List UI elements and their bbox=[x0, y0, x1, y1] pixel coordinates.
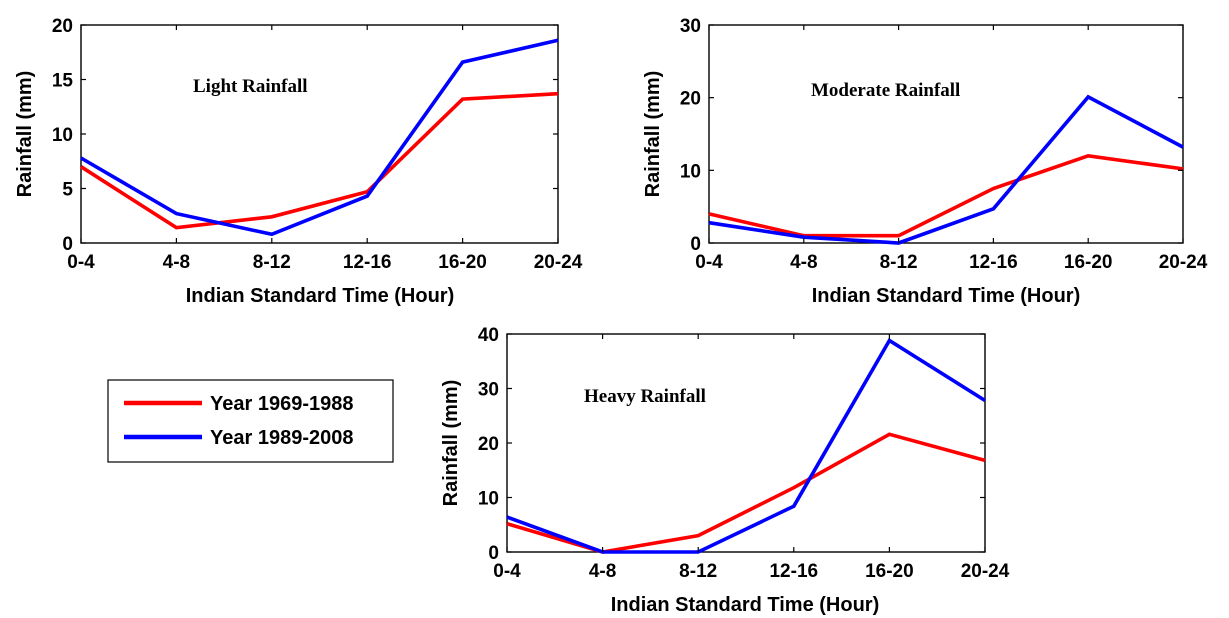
x-tick-label: 16-20 bbox=[438, 252, 487, 273]
x-axis-label: Indian Standard Time (Hour) bbox=[812, 285, 1081, 307]
x-tick-layer: 0-4 4-8 8-12 12-16 16-20 20-24 bbox=[67, 25, 583, 273]
x-tick-label: 4-8 bbox=[163, 252, 190, 273]
x-tick-label: 4-8 bbox=[790, 252, 817, 273]
x-tick-label: 0-4 bbox=[493, 561, 521, 582]
x-tick-label: 12-16 bbox=[343, 252, 392, 273]
x-axis-label: Indian Standard Time (Hour) bbox=[186, 285, 455, 307]
x-tick-layer: 0-4 4-8 8-12 12-16 16-20 20-24 bbox=[493, 334, 1010, 582]
y-tick-label: 0 bbox=[488, 543, 499, 564]
x-tick-label: 4-8 bbox=[589, 561, 616, 582]
series-line-year-1969-1988 bbox=[506, 432, 986, 554]
y-tick-label: 20 bbox=[52, 16, 73, 37]
x-tick-label: 16-20 bbox=[865, 561, 914, 582]
x-tick-label: 0-4 bbox=[695, 252, 723, 273]
y-tick-layer: 0 10 20 30 40 bbox=[478, 325, 985, 564]
y-tick-label: 10 bbox=[478, 489, 499, 510]
x-tick-label: 16-20 bbox=[1064, 252, 1113, 273]
series-line-year-1969-1988 bbox=[80, 91, 559, 230]
y-axis-label: Rainfall (mm) bbox=[642, 71, 664, 198]
chart-moderate-rainfall: 0-4 4-8 8-12 12-16 16-20 20-24 0 10 20 30 Modera… bbox=[642, 16, 1208, 307]
legend: Year 1969-1988 Year 1989-2008 bbox=[107, 379, 394, 463]
y-tick-layer: 0 10 20 30 bbox=[680, 16, 1183, 255]
x-tick-label: 8-12 bbox=[880, 252, 918, 273]
x-tick-label: 8-12 bbox=[679, 561, 717, 582]
legend-label-1989-2008: Year 1989-2008 bbox=[210, 427, 353, 449]
series-line-year-1989-2008 bbox=[708, 94, 1184, 245]
series-layer bbox=[708, 94, 1184, 245]
chart-heavy-rainfall: 0-4 4-8 8-12 12-16 16-20 20-24 0 10 20 30 40 Heav… bbox=[440, 325, 1010, 616]
x-tick-label: 8-12 bbox=[253, 252, 291, 273]
y-tick-layer: 0 5 10 15 20 bbox=[52, 16, 558, 255]
plot-frame bbox=[506, 333, 986, 553]
x-tick-label: 20-24 bbox=[1159, 252, 1208, 273]
x-axis-label: Indian Standard Time (Hour) bbox=[611, 594, 880, 616]
series-layer bbox=[506, 337, 986, 554]
y-tick-label: 5 bbox=[62, 180, 73, 201]
y-tick-label: 30 bbox=[478, 380, 499, 401]
y-tick-label: 0 bbox=[690, 234, 701, 255]
x-tick-label: 0-4 bbox=[67, 252, 95, 273]
y-tick-label: 15 bbox=[52, 71, 74, 92]
y-tick-label: 0 bbox=[62, 234, 73, 255]
chart-annotation: Heavy Rainfall bbox=[584, 386, 706, 407]
legend-label-1969-1988: Year 1969-1988 bbox=[210, 393, 353, 415]
x-tick-label: 12-16 bbox=[769, 561, 818, 582]
series-line-year-1989-2008 bbox=[506, 337, 986, 554]
y-axis-label: Rainfall (mm) bbox=[440, 380, 462, 507]
x-tick-layer: 0-4 4-8 8-12 12-16 16-20 20-24 bbox=[695, 25, 1208, 273]
y-tick-label: 20 bbox=[680, 89, 701, 110]
legend-box bbox=[107, 379, 394, 463]
y-tick-label: 20 bbox=[478, 434, 499, 455]
x-tick-label: 20-24 bbox=[961, 561, 1010, 582]
y-axis-label: Rainfall (mm) bbox=[14, 71, 36, 198]
chart-annotation: Moderate Rainfall bbox=[811, 80, 960, 101]
series-line-year-1989-2008 bbox=[80, 38, 559, 237]
series-line-year-1969-1988 bbox=[708, 153, 1184, 238]
chart-light-rainfall: 0-4 4-8 8-12 12-16 16-20 20-24 0 5 10 15 20 Light… bbox=[14, 16, 583, 307]
x-tick-label: 12-16 bbox=[969, 252, 1018, 273]
y-tick-label: 10 bbox=[680, 161, 701, 182]
y-tick-label: 40 bbox=[478, 325, 499, 346]
chart-annotation: Light Rainfall bbox=[193, 76, 308, 97]
series-layer bbox=[80, 38, 559, 237]
plot-frame bbox=[708, 24, 1184, 244]
y-tick-label: 10 bbox=[52, 125, 73, 146]
x-tick-label: 20-24 bbox=[534, 252, 583, 273]
y-tick-label: 30 bbox=[680, 16, 701, 37]
